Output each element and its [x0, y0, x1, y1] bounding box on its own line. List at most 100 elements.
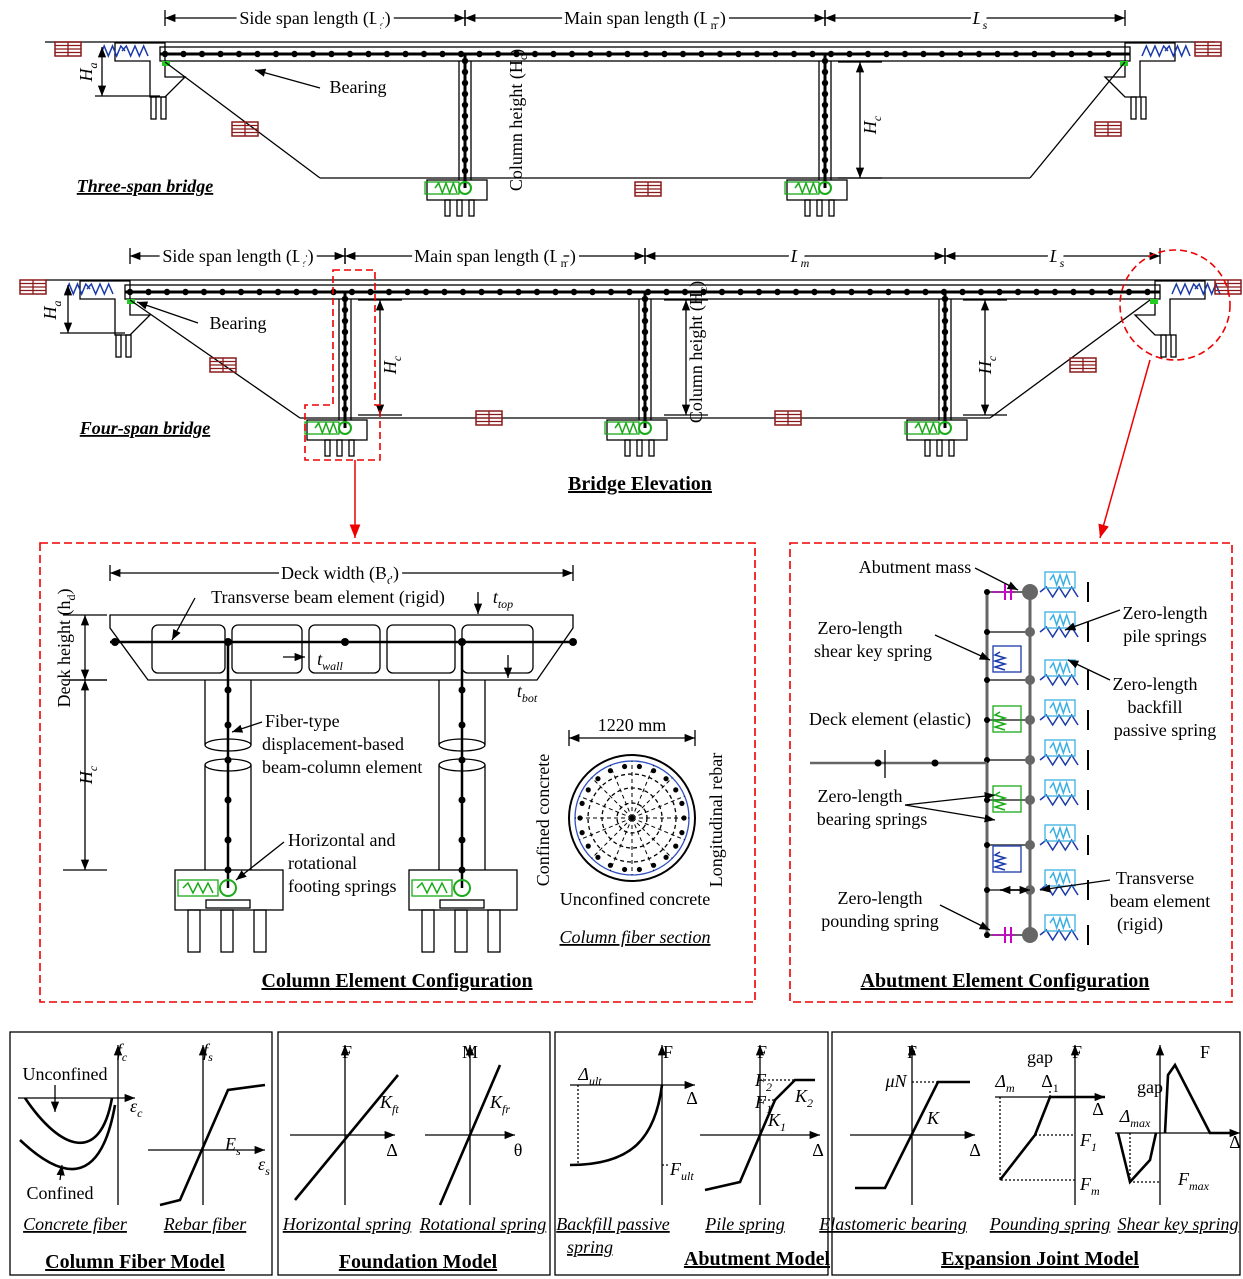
node — [883, 51, 889, 57]
spring — [65, 284, 90, 294]
cell — [232, 625, 302, 673]
node — [942, 296, 948, 302]
node — [577, 815, 582, 820]
label: Deck height (hd) — [54, 589, 78, 708]
node — [608, 289, 614, 295]
spring — [100, 46, 125, 56]
fiber-line — [632, 765, 654, 818]
node — [902, 51, 908, 57]
node — [642, 406, 648, 412]
node — [754, 51, 760, 57]
node — [458, 51, 464, 57]
node — [1022, 927, 1038, 943]
node — [737, 289, 743, 295]
node — [111, 638, 119, 646]
node — [828, 51, 834, 57]
label: Confined concrete — [533, 754, 553, 886]
node — [342, 307, 348, 313]
text-part: L — [1049, 246, 1060, 266]
node — [942, 384, 948, 390]
fiber-line — [632, 796, 685, 818]
label: spring — [567, 1237, 613, 1257]
node — [717, 51, 723, 57]
spring — [1195, 284, 1220, 294]
diagram: Side span length (Ls)Main span length (L… — [0, 0, 1243, 1279]
label: Δ — [686, 1088, 698, 1108]
label: Fm — [1079, 1174, 1100, 1198]
node — [273, 51, 279, 57]
pile — [1131, 97, 1136, 119]
text-part: K — [489, 1092, 503, 1112]
pile — [422, 910, 434, 952]
node — [942, 307, 948, 313]
node — [642, 373, 648, 379]
node — [462, 58, 468, 64]
pile — [325, 440, 330, 456]
label: 1220 mm — [598, 715, 667, 735]
node — [663, 776, 668, 781]
label: K2 — [794, 1086, 813, 1110]
node — [642, 384, 648, 390]
text-part: Deck width (B — [281, 563, 387, 584]
node — [793, 289, 799, 295]
fiber-line — [592, 818, 632, 858]
soil-symbol — [1070, 358, 1096, 372]
node — [256, 289, 262, 295]
pile — [1141, 97, 1146, 119]
pile — [817, 200, 822, 216]
node — [822, 58, 828, 64]
node — [994, 51, 1000, 57]
text-part: H — [860, 120, 880, 135]
label: gap — [1027, 1047, 1053, 1067]
node — [225, 757, 232, 764]
text-part: Main span length (L — [564, 8, 710, 29]
abutment — [80, 281, 150, 335]
node — [1033, 289, 1039, 295]
node — [984, 629, 990, 635]
node — [293, 289, 299, 295]
pile — [1171, 335, 1176, 357]
node — [459, 722, 466, 729]
text-part: Main span length (L — [414, 246, 560, 267]
node — [199, 51, 205, 57]
footing — [607, 420, 667, 440]
label: Three-span bridge — [77, 176, 214, 196]
node — [342, 406, 348, 412]
node — [942, 373, 948, 379]
subscript: wall — [322, 659, 343, 673]
node — [848, 289, 854, 295]
pile — [488, 910, 500, 952]
spring — [1050, 873, 1070, 883]
node — [679, 830, 684, 835]
node — [342, 373, 348, 379]
node — [342, 340, 348, 346]
subscript: bot — [522, 691, 538, 705]
label: Es — [224, 1134, 241, 1158]
label: Deck width (Bd) — [281, 563, 399, 587]
node — [679, 801, 684, 806]
node — [1068, 51, 1074, 57]
pile — [637, 440, 642, 456]
node — [341, 638, 349, 646]
text-part: H — [975, 360, 995, 375]
node — [996, 289, 1002, 295]
subscript: s — [983, 18, 988, 32]
text-part: K — [794, 1086, 808, 1106]
text-part: K — [379, 1092, 393, 1112]
node — [822, 124, 828, 130]
leader — [905, 795, 995, 805]
footing — [787, 180, 847, 200]
node — [1013, 51, 1019, 57]
node — [1022, 584, 1038, 600]
soil-symbol — [232, 122, 258, 136]
label: tbot — [517, 681, 538, 705]
node — [459, 797, 466, 804]
stress-strain-curve — [20, 1105, 115, 1169]
label: Δm — [994, 1071, 1015, 1095]
label: εs — [258, 1154, 270, 1178]
leader — [236, 842, 284, 880]
label: Ls — [1049, 246, 1065, 270]
node — [238, 289, 244, 295]
label: Main span length (Lm) — [564, 8, 726, 32]
model-title: Column Fiber Model — [45, 1251, 225, 1273]
